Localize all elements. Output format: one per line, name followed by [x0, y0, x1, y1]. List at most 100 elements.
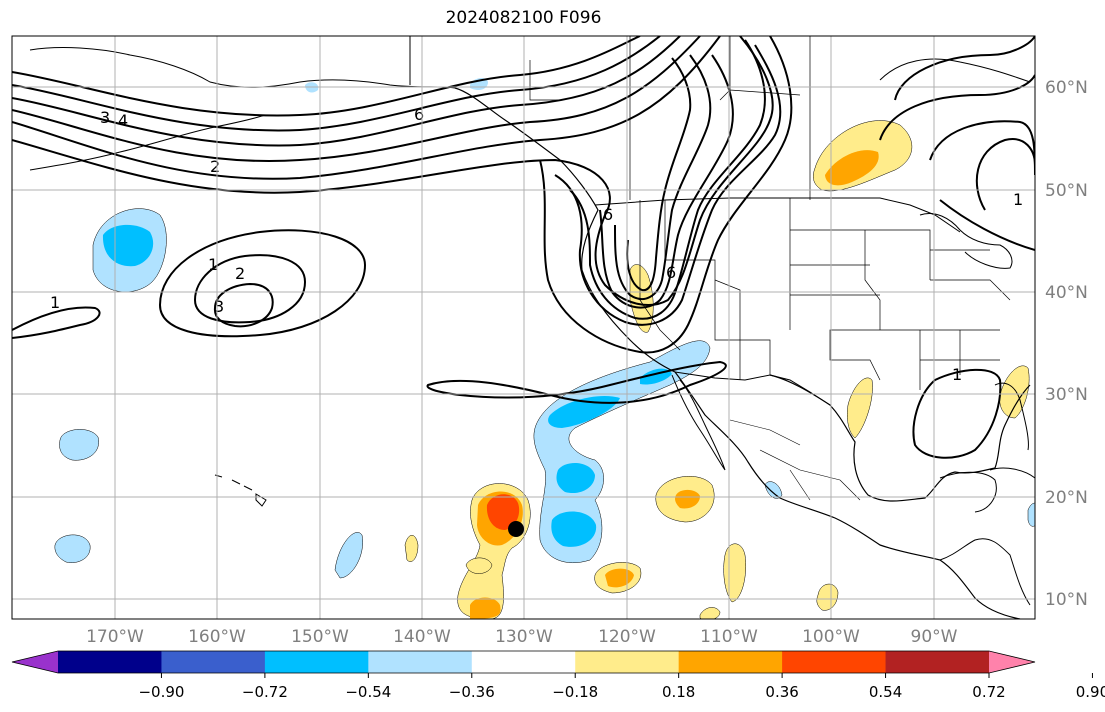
- baja-california-coastline: [671, 374, 726, 471]
- lon-label: 150°W: [291, 627, 349, 647]
- gulf-of-mexico-coastline: [769, 374, 1031, 502]
- aleutian-islands: [29, 114, 266, 171]
- north-america-coastline: [454, 87, 1021, 619]
- contour-label: 3: [214, 297, 224, 316]
- contour-line: [158, 229, 367, 338]
- contour-line: [12, 36, 774, 306]
- colorbar-tick-label: −0.36: [449, 683, 495, 701]
- contour-label: 6: [603, 205, 613, 224]
- contour-label: 1: [952, 365, 962, 384]
- contour-label: 6: [666, 263, 676, 282]
- contour-line: [599, 54, 734, 309]
- contour-label-layer: 3 4 2 1 2 3 1 6 6 6 1 1: [50, 105, 1023, 384]
- lon-label: 160°W: [188, 627, 246, 647]
- lat-label: 10°N: [1045, 590, 1088, 610]
- contour-line: [554, 44, 782, 326]
- map-title: 2024082100 F096: [445, 8, 602, 28]
- shade-positive-weak: [723, 543, 746, 603]
- colorbar-tick-label: 0.72: [972, 683, 1005, 701]
- colorbar-extend-low: [12, 651, 58, 673]
- shade-positive-weak: [404, 535, 419, 562]
- shade-positive-moderate: [675, 489, 700, 509]
- contour-line: [193, 254, 307, 324]
- colorbar-segment: [58, 651, 162, 673]
- lon-label: 90°W: [911, 627, 958, 647]
- colorbar-tick-label: −0.54: [345, 683, 391, 701]
- contour-line: [626, 57, 692, 292]
- yucatan-coastline: [939, 471, 997, 513]
- lon-label: 170°W: [86, 627, 144, 647]
- contour-label: 1: [1013, 190, 1023, 209]
- colorbar-outline: [11, 650, 1036, 674]
- colorbar-tick-label: 0.36: [765, 683, 798, 701]
- shade-positive-weak: [465, 557, 493, 574]
- colorbar-segment: [264, 651, 369, 673]
- contour-line: [929, 120, 1035, 176]
- shade-negative-moderate: [548, 395, 620, 428]
- shade-positive-moderate: [470, 597, 501, 619]
- lat-label: 50°N: [1045, 181, 1088, 201]
- colorbar-tick-label: −0.18: [552, 683, 598, 701]
- shade-positive-weak: [847, 377, 873, 439]
- shade-positive-strong: [486, 494, 520, 530]
- shade-positive-weak: [699, 607, 721, 619]
- contour-line: [614, 54, 712, 300]
- shade-negative-weak: [59, 429, 99, 461]
- central-america-coastline: [939, 538, 1031, 606]
- contour-line: [879, 74, 1035, 141]
- longitude-labels: 170°W 160°W 150°W 140°W 130°W 120°W 110°…: [86, 627, 958, 647]
- us-canada-border: [594, 197, 961, 233]
- shade-positive-weak: [816, 583, 839, 611]
- colorbar-tick-label: 0.18: [662, 683, 695, 701]
- lon-label: 100°W: [802, 627, 860, 647]
- alaska-coastline: [29, 47, 456, 89]
- lon-label: 110°W: [700, 627, 758, 647]
- great-lakes: [919, 213, 1013, 269]
- colorbar-segment: [161, 651, 266, 673]
- shade-negative-moderate: [102, 224, 154, 267]
- us-mexico-border: [674, 371, 831, 406]
- colorbar-segment: [885, 651, 990, 673]
- coastline-layer: [29, 36, 1035, 619]
- hawaii-islands: [214, 474, 267, 507]
- contour-line: [12, 36, 641, 117]
- contour-line: [426, 360, 727, 404]
- contour-label: 6: [414, 105, 424, 124]
- contour-line: [12, 306, 101, 339]
- contour-line: [569, 39, 766, 320]
- colorbar-tick-label: −0.72: [242, 683, 288, 701]
- contour-layer: [12, 36, 1035, 459]
- colorbar-segment: [678, 651, 783, 673]
- contour-line: [12, 36, 721, 180]
- shade-negative-weak: [1027, 502, 1035, 527]
- mexico-state-lines: [729, 419, 861, 501]
- storm-position-marker: [508, 521, 524, 537]
- lat-label: 20°N: [1045, 488, 1088, 508]
- contour-label: 3: [100, 108, 110, 127]
- shade-negative-moderate: [556, 463, 595, 494]
- contour-line: [975, 138, 1035, 211]
- lon-label: 140°W: [393, 627, 451, 647]
- colorbar: −0.90 −0.72 −0.54 −0.36 −0.18 0.18 0.36 0.54 0.7…: [11, 650, 1105, 701]
- contour-line: [912, 368, 1002, 459]
- shade-positive-moderate: [825, 150, 879, 186]
- colorbar-segment: [471, 651, 576, 673]
- contour-label: 4: [118, 111, 128, 130]
- contour-line: [939, 199, 1035, 251]
- florida-coastline: [994, 382, 1029, 451]
- colorbar-segment: [575, 651, 680, 673]
- colorbar-tick-label: −0.90: [138, 683, 184, 701]
- lon-label: 120°W: [598, 627, 656, 647]
- contour-label: 1: [208, 255, 218, 274]
- shade-negative-moderate: [551, 511, 597, 547]
- colorbar-tick-label: 0.54: [869, 683, 902, 701]
- contour-line: [213, 282, 274, 328]
- shade-negative-weak: [764, 481, 783, 499]
- lon-label: 130°W: [495, 627, 553, 647]
- gridlines: [12, 36, 1035, 619]
- shade-negative-weak: [54, 534, 91, 563]
- lat-label: 40°N: [1045, 283, 1088, 303]
- contour-line: [12, 36, 701, 162]
- contour-label: 2: [210, 157, 220, 176]
- contour-line: [894, 36, 1035, 101]
